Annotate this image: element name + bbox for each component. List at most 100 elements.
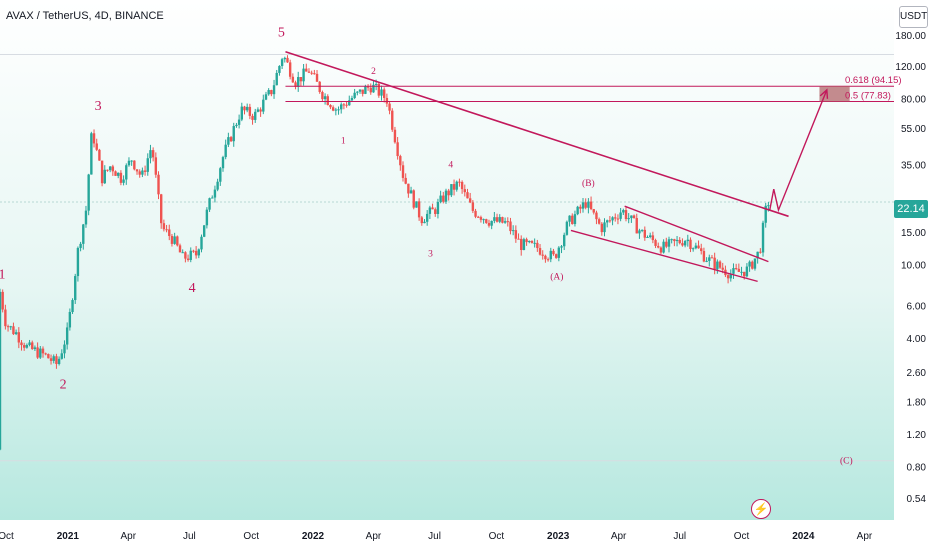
candle-body <box>490 220 493 226</box>
candle-body <box>482 219 485 221</box>
candle-body <box>463 189 466 193</box>
candle-body <box>756 251 759 259</box>
x-axis-tick-label: Jul <box>673 531 686 542</box>
candle-body <box>192 250 195 252</box>
candle-body <box>165 229 168 231</box>
candle-body <box>584 202 587 208</box>
candle-body <box>597 219 601 224</box>
candle-body <box>391 110 394 130</box>
candle-body <box>646 237 649 239</box>
candle-body <box>452 184 456 190</box>
candle-body <box>60 353 63 359</box>
candle-body <box>573 214 577 225</box>
candle-body <box>428 207 432 214</box>
x-axis-tick-label: Jul <box>428 531 441 542</box>
candle-body <box>544 255 547 260</box>
plot-background <box>0 0 894 520</box>
candle-body <box>616 218 620 220</box>
candle-body <box>245 106 249 111</box>
candle-body <box>307 71 311 73</box>
candle-body <box>732 268 735 274</box>
candle-body <box>753 258 757 269</box>
candle-body <box>280 59 284 67</box>
candle-body <box>487 222 491 226</box>
candle-body <box>587 201 590 208</box>
candle-body <box>243 106 246 111</box>
candle-body <box>184 252 187 259</box>
candle-body <box>291 76 295 83</box>
candle-body <box>358 89 362 92</box>
candle-body <box>589 201 593 210</box>
candle-body <box>485 219 488 223</box>
candle-body <box>127 160 131 166</box>
candle-body <box>28 342 31 346</box>
candle-body <box>417 201 421 218</box>
candle-body <box>605 220 609 223</box>
candle-body <box>546 259 550 261</box>
candle-body <box>713 257 716 270</box>
candle-body <box>565 221 569 235</box>
candle-body <box>455 181 458 190</box>
candle-body <box>108 166 112 171</box>
candle-body <box>117 172 120 176</box>
candle-body <box>361 89 364 94</box>
candle-body <box>356 91 359 93</box>
candle-body <box>374 83 378 85</box>
candle-body <box>705 260 708 262</box>
candle-body <box>227 137 230 145</box>
candle-body <box>345 104 348 106</box>
candle-body <box>517 238 520 240</box>
candle-body <box>146 158 149 172</box>
candle-body <box>135 169 139 172</box>
lightning-icon[interactable]: ⚡ <box>751 499 771 519</box>
candle-body <box>385 97 389 104</box>
last-price-label: 22.14 <box>894 200 928 218</box>
y-axis-tick-label: 2.60 <box>907 368 927 379</box>
candle-body <box>57 358 61 364</box>
candle-body <box>716 261 719 270</box>
candle-body <box>47 354 50 359</box>
candle-body <box>506 221 509 223</box>
candle-body <box>55 356 58 364</box>
currency-button[interactable]: USDT <box>899 6 928 28</box>
candle-body <box>256 109 260 112</box>
x-axis-tick-label: Oct <box>0 531 14 542</box>
candle-body <box>313 73 316 75</box>
candle-body <box>106 169 109 171</box>
candle-body <box>12 326 15 335</box>
candle-body <box>4 309 7 327</box>
candle-body <box>420 217 424 224</box>
candle-body <box>232 126 235 142</box>
candle-body <box>576 206 579 215</box>
candle-body <box>560 246 563 248</box>
wave-count-label: (B) <box>582 178 595 189</box>
candle-body <box>659 247 663 253</box>
candle-body <box>321 91 324 100</box>
candle-body <box>673 239 676 242</box>
candle-body <box>710 257 714 259</box>
candle-body <box>213 189 217 198</box>
candle-body <box>592 209 595 213</box>
candle-body <box>541 254 544 256</box>
candle-body <box>235 124 238 127</box>
candle-body <box>25 345 29 348</box>
wave-count-label: 2 <box>60 377 67 392</box>
candle-body <box>522 239 526 250</box>
candle-body <box>205 209 209 226</box>
candle-body <box>444 190 448 202</box>
candle-body <box>563 234 566 247</box>
candle-body <box>340 104 343 110</box>
candle-body <box>130 160 133 162</box>
candle-body <box>189 250 192 260</box>
candle-body <box>267 90 270 95</box>
candle-body <box>9 326 12 328</box>
candle-body <box>624 210 628 219</box>
candle-body <box>372 84 375 93</box>
x-axis-tick-label: 2024 <box>792 531 815 542</box>
candle-body <box>495 217 499 222</box>
candle-body <box>221 157 225 169</box>
candle-body <box>630 215 633 219</box>
candle-body <box>294 82 297 87</box>
